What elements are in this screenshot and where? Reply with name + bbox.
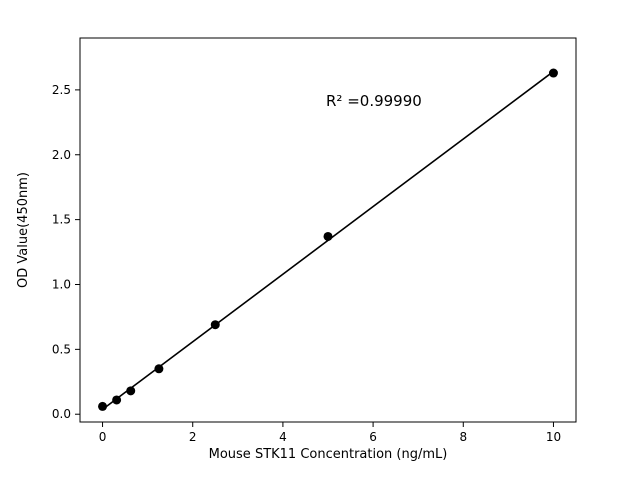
data-point <box>98 401 108 411</box>
plot-area <box>79 37 577 423</box>
data-point <box>548 68 558 78</box>
data-point <box>154 364 164 374</box>
x-tick-label: 8 <box>459 430 467 444</box>
y-tick-label: 0.0 <box>52 407 71 421</box>
y-tick-label: 1.0 <box>52 277 71 291</box>
y-axis-label: OD Value(450nm) <box>16 172 31 288</box>
r-squared-annotation: R² =0.99990 <box>326 92 422 110</box>
x-tick-label: 6 <box>369 430 377 444</box>
y-tick-label: 2.0 <box>52 148 71 162</box>
y-tick-label: 0.5 <box>52 342 71 356</box>
x-tick-label: 0 <box>99 430 107 444</box>
y-tick-label: 2.5 <box>52 83 71 97</box>
x-tick-label: 10 <box>546 430 561 444</box>
data-point <box>112 395 122 405</box>
data-point <box>210 320 220 330</box>
data-series <box>98 68 558 411</box>
x-tick-label: 4 <box>279 430 287 444</box>
x-tick-label: 2 <box>189 430 197 444</box>
data-point <box>323 231 333 241</box>
axis-ticks: 0 2 4 6 8 10 0.0 0.5 1.0 1.5 2.0 2.5 <box>52 83 561 444</box>
data-point <box>126 386 136 396</box>
x-axis-label: Mouse STK11 Concentration (ng/mL) <box>209 447 448 462</box>
y-tick-label: 1.5 <box>52 213 71 227</box>
